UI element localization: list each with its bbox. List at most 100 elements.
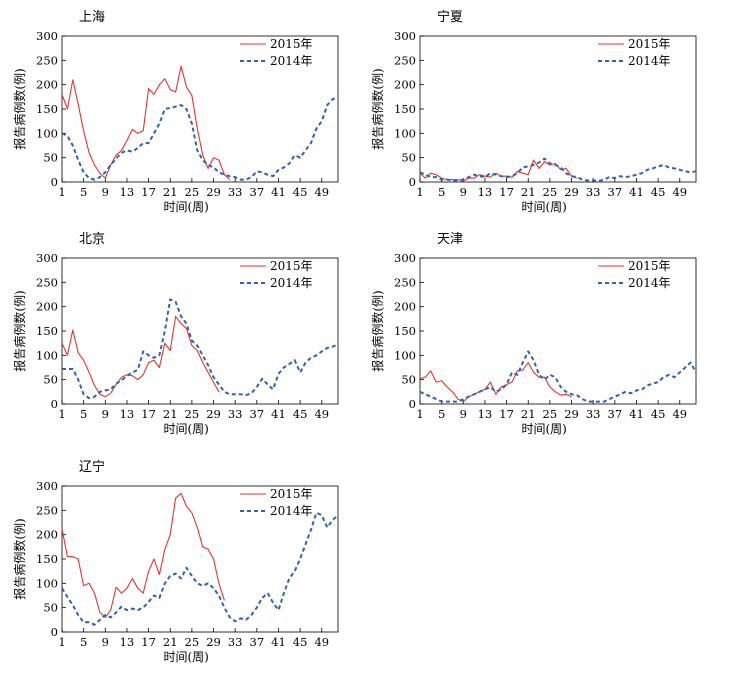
x-tick-label: 41 (271, 185, 286, 199)
x-tick-label: 5 (80, 635, 87, 649)
x-tick-label: 25 (185, 407, 200, 421)
x-tick-label: 37 (250, 407, 265, 421)
x-tick-label: 9 (102, 635, 109, 649)
y-axis-label: 报告病例数(例) (370, 290, 385, 371)
y-tick-label: 0 (51, 625, 58, 639)
series-line-2015 (419, 159, 578, 182)
y-tick-label: 200 (36, 78, 58, 92)
y-tick-label: 200 (36, 528, 58, 542)
x-tick-label: 25 (185, 635, 200, 649)
series-line-2015 (61, 65, 231, 181)
series-line-2014 (61, 95, 339, 181)
y-tick-label: 250 (394, 53, 416, 67)
x-tick-label: 13 (478, 185, 493, 199)
legend-label: 2015年 (628, 259, 671, 273)
x-tick-label: 33 (586, 185, 601, 199)
x-tick-label: 5 (438, 185, 445, 199)
x-tick-label: 29 (206, 407, 221, 421)
x-tick-label: 45 (293, 185, 308, 199)
y-tick-label: 150 (36, 324, 58, 338)
y-axis-label: 报告病例数(例) (12, 518, 27, 599)
x-tick-label: 21 (521, 407, 536, 421)
x-tick-label: 1 (58, 635, 65, 649)
x-tick-label: 33 (228, 185, 243, 199)
x-tick-label: 9 (102, 407, 109, 421)
legend-label: 2015年 (270, 37, 313, 51)
y-tick-label: 250 (36, 503, 58, 517)
y-tick-label: 0 (409, 397, 416, 411)
panel-5: 0 50 100 150 200 250 300 1 5 9 13 17 21 25 29 33 37 41 45 4… (12, 459, 339, 664)
x-tick-label: 29 (206, 185, 221, 199)
x-tick-label: 33 (586, 407, 601, 421)
x-tick-label: 21 (163, 407, 178, 421)
legend-label: 2014年 (270, 276, 313, 290)
blank-area (405, 520, 725, 650)
x-tick-label: 29 (564, 185, 579, 199)
y-axis-label: 报告病例数(例) (12, 290, 27, 371)
panel-2: 0 50 100 150 200 250 300 1 5 9 13 17 21 25 29 33 37 41 45 4… (370, 9, 697, 214)
series-line-2014 (419, 157, 697, 182)
x-tick-label: 5 (80, 185, 87, 199)
y-tick-label: 50 (43, 151, 58, 165)
x-axis-label: 时间(周) (164, 200, 209, 214)
x-tick-label: 37 (608, 185, 623, 199)
x-tick-label: 9 (460, 407, 467, 421)
panel-3: 0 50 100 150 200 250 300 1 5 9 13 17 21 25 29 33 37 41 45 4… (12, 232, 339, 436)
x-tick-label: 21 (521, 185, 536, 199)
y-tick-label: 200 (394, 300, 416, 314)
legend-label: 2014年 (628, 54, 671, 68)
x-tick-label: 1 (416, 185, 423, 199)
x-tick-label: 49 (672, 407, 687, 421)
y-axis-label: 报告病例数(例) (12, 68, 27, 149)
panel-1: 0 50 100 150 200 250 300 1 5 9 13 17 21 25 29 33 37 41 45 4… (12, 10, 339, 214)
chart-title: 辽宁 (79, 459, 105, 475)
y-tick-label: 0 (51, 397, 58, 411)
x-tick-label: 5 (80, 407, 87, 421)
x-tick-label: 41 (629, 407, 644, 421)
legend-label: 2015年 (270, 259, 313, 273)
x-tick-label: 29 (564, 407, 579, 421)
y-tick-label: 150 (36, 552, 58, 566)
x-tick-label: 49 (314, 185, 329, 199)
y-tick-label: 250 (36, 53, 58, 67)
y-tick-label: 300 (36, 29, 58, 43)
y-tick-label: 0 (51, 175, 58, 189)
x-tick-label: 45 (651, 185, 666, 199)
blank-area-edge (392, 545, 452, 625)
series-line-2015 (61, 492, 225, 618)
x-tick-label: 13 (120, 185, 135, 199)
x-tick-label: 37 (250, 635, 265, 649)
x-tick-label: 45 (651, 407, 666, 421)
y-tick-label: 0 (409, 175, 416, 189)
y-tick-label: 50 (401, 151, 416, 165)
series-line-2014 (62, 298, 339, 400)
x-tick-label: 29 (206, 635, 221, 649)
series-line-2014 (419, 350, 697, 403)
x-tick-label: 5 (438, 407, 445, 421)
y-tick-label: 100 (394, 126, 416, 140)
chart-title: 宁夏 (437, 9, 463, 25)
legend-label: 2014年 (270, 504, 313, 518)
x-tick-label: 9 (460, 185, 467, 199)
x-tick-label: 37 (608, 407, 623, 421)
x-tick-label: 41 (271, 407, 286, 421)
y-tick-label: 250 (36, 275, 58, 289)
x-tick-label: 17 (499, 407, 514, 421)
series-line-2015 (419, 362, 572, 403)
y-tick-label: 100 (36, 126, 58, 140)
series-line-2015 (61, 315, 220, 398)
panel-4: 0 50 100 150 200 250 300 1 5 9 13 17 21 25 29 33 37 41 45 4… (370, 232, 697, 436)
x-tick-label: 9 (102, 185, 109, 199)
x-tick-label: 45 (293, 407, 308, 421)
x-tick-label: 33 (228, 635, 243, 649)
legend-label: 2014年 (270, 54, 313, 68)
x-tick-label: 37 (250, 185, 265, 199)
y-tick-label: 150 (36, 102, 58, 116)
x-tick-label: 17 (141, 635, 156, 649)
y-tick-label: 300 (36, 251, 58, 265)
chart-title: 天津 (437, 232, 463, 247)
x-tick-label: 45 (293, 635, 308, 649)
x-tick-label: 17 (499, 185, 514, 199)
y-tick-label: 300 (394, 251, 416, 265)
